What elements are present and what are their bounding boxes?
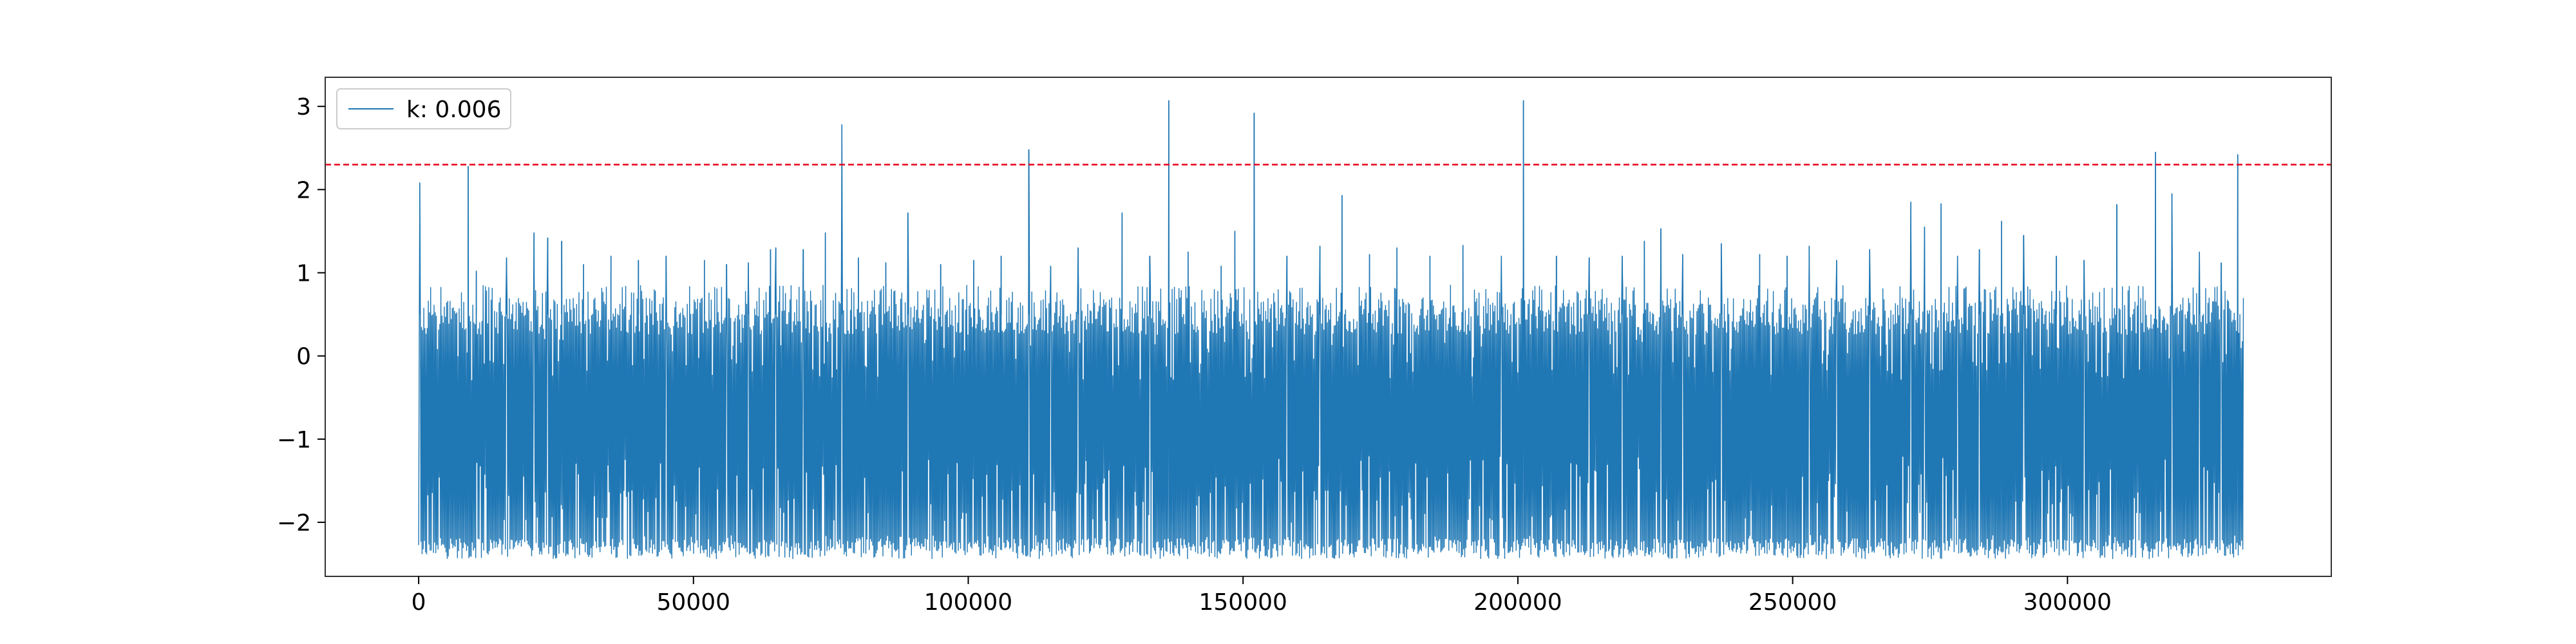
x-tick-label: 300000 — [2023, 589, 2112, 616]
x-tick-label: 100000 — [924, 589, 1012, 616]
y-tick-label: −2 — [277, 510, 311, 536]
y-tick-label: −1 — [277, 427, 311, 453]
axes-frame — [325, 77, 2332, 577]
y-axis-ticks: −2 −1 0 1 2 3 — [277, 94, 325, 536]
legend: k: 0.006 — [336, 88, 511, 129]
legend-label: k: 0.006 — [406, 97, 501, 123]
x-tick-label: 150000 — [1199, 589, 1287, 616]
x-tick-label: 200000 — [1473, 589, 1562, 616]
y-tick-label: 1 — [296, 261, 311, 287]
y-tick-label: 2 — [296, 177, 311, 204]
plot-area — [418, 100, 2244, 560]
x-axis-ticks: 0 50000 100000 150000 200000 250000 300000 — [412, 576, 2112, 616]
x-tick-label: 0 — [412, 589, 426, 616]
y-tick-label: 3 — [296, 94, 311, 120]
x-tick-label: 250000 — [1748, 589, 1837, 616]
x-tick-label: 50000 — [657, 589, 731, 616]
series-line — [418, 100, 2244, 560]
legend-box — [336, 88, 511, 129]
y-tick-label: 0 — [296, 344, 311, 370]
